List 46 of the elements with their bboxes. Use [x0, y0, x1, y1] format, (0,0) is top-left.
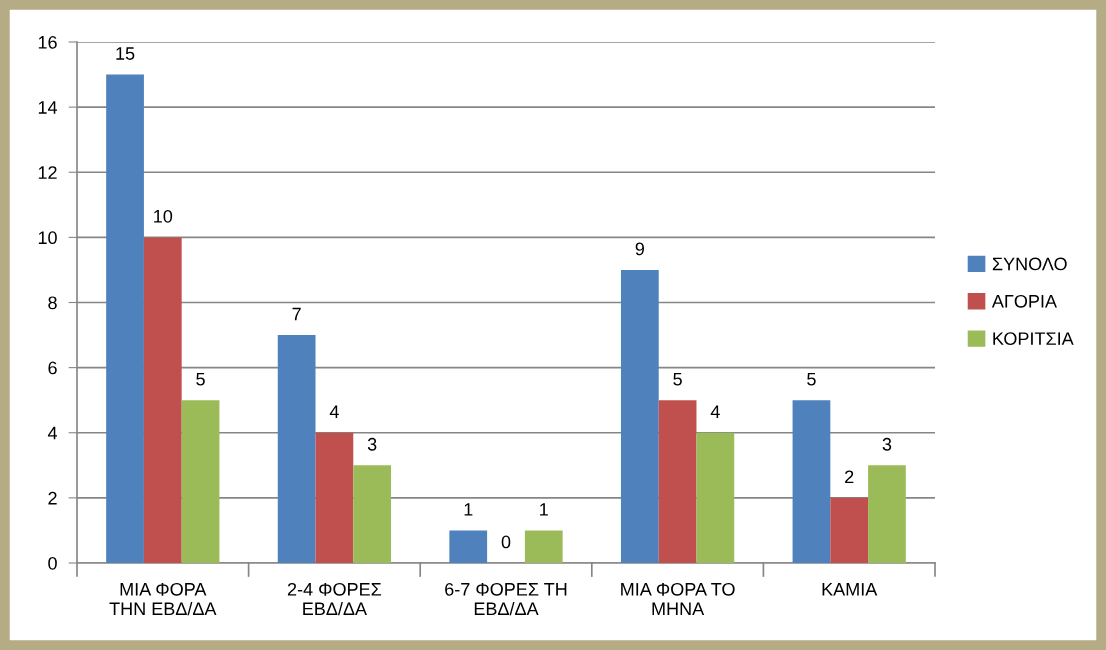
- data-label: 3: [882, 437, 892, 451]
- bar: [658, 400, 697, 563]
- bar: [620, 269, 659, 563]
- x-tick-label: 6-7 ΦΟΡΕΣ ΤΗ ΕΒΔ/ΔΑ: [445, 582, 567, 616]
- data-label: 2: [845, 470, 854, 484]
- y-tick-label: 8: [48, 296, 57, 310]
- y-tick-label: 16: [38, 35, 57, 49]
- y-tick-label: 6: [48, 361, 57, 375]
- x-tick-label: ΜΙΑ ΦΟΡΑ ΤΗΝ ΕΒΔ/ΔΑ: [109, 582, 217, 616]
- bar: [315, 432, 354, 563]
- bar: [696, 432, 735, 563]
- data-label: 15: [116, 47, 135, 60]
- legend-label: ΑΓΟΡΙΑ: [991, 294, 1057, 308]
- data-label: 3: [367, 437, 377, 451]
- y-tick-label: 4: [47, 426, 58, 440]
- data-label: 9: [635, 242, 645, 256]
- x-tick-label: ΜΙΑ ΦΟΡΑ ΤΟ ΜΗΝΑ: [621, 582, 735, 615]
- data-label: 4: [329, 405, 339, 418]
- bar: [524, 530, 563, 563]
- bar: [830, 497, 869, 563]
- bar: [353, 465, 392, 563]
- bar: [792, 400, 831, 563]
- x-tick-label: 2-4 ΦΟΡΕΣ ΕΒΔ/ΔΑ: [287, 582, 382, 616]
- bar: [181, 400, 220, 563]
- data-label: 5: [196, 372, 205, 386]
- bar: [277, 335, 316, 563]
- data-label: 1: [540, 503, 548, 516]
- y-tick-label: 12: [38, 166, 57, 179]
- y-tick-label: 14: [38, 101, 58, 114]
- bar: [868, 465, 906, 563]
- data-label: 10: [154, 209, 173, 223]
- data-label: 0: [501, 535, 511, 549]
- y-tick-label: 2: [48, 491, 57, 505]
- bar: [143, 237, 182, 563]
- legend-label: ΣΥΝΟΛΟ: [992, 257, 1067, 271]
- data-label: 5: [807, 372, 816, 386]
- data-label: 5: [673, 372, 682, 386]
- bar: [106, 74, 144, 563]
- x-tick-label: ΚΑΜΙΑ: [822, 583, 878, 596]
- legend-label: ΚΟΡΙΤΣΙΑ: [993, 332, 1074, 345]
- y-tick-label: 10: [38, 231, 57, 245]
- bar: [449, 530, 488, 563]
- y-tick-label: 0: [48, 556, 57, 570]
- data-label: 7: [292, 307, 301, 321]
- data-label: 1: [464, 503, 473, 516]
- data-label: 4: [710, 405, 720, 418]
